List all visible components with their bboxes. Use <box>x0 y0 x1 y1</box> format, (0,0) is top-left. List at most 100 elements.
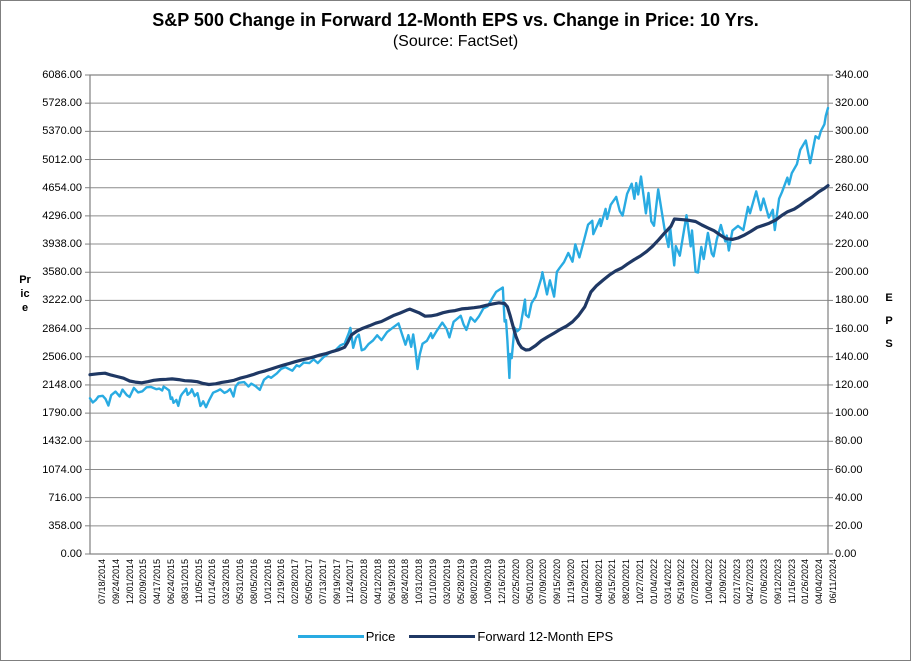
legend-label-eps: Forward 12-Month EPS <box>477 629 614 644</box>
x-axis-tick-label: 09/24/2014 <box>110 559 121 605</box>
x-axis-tick-label: 10/04/2022 <box>703 559 714 605</box>
left-axis-tick-label: 3938.00 <box>42 238 82 251</box>
x-axis-tick-label: 01/29/2021 <box>579 559 590 605</box>
x-axis-tick-label: 12/09/2022 <box>717 559 728 605</box>
right-axis-tick-label: 340.00 <box>835 69 869 81</box>
series-forward-12-month-eps <box>88 184 830 387</box>
eps-line-swatch <box>409 635 476 638</box>
x-axis-tick-label: 11/16/2023 <box>786 559 797 604</box>
right-axis-tick-label: 240.00 <box>835 209 869 222</box>
legend-label-price: Price <box>365 629 396 644</box>
x-axis-tick-label: 06/11/2024 <box>828 559 838 604</box>
left-axis-tick-label: 6086.00 <box>42 69 82 81</box>
x-axis-tick-label: 10/27/2021 <box>634 559 645 605</box>
left-axis-title: Price <box>19 274 31 314</box>
x-axis-tick-label: 10/31/2018 <box>414 559 425 605</box>
x-axis-tick-label: 11/24/2017 <box>345 559 356 604</box>
x-axis-tick-label: 10/12/2016 <box>262 559 273 605</box>
x-axis-tick-label: 07/28/2022 <box>690 559 701 605</box>
x-axis-tick-label: 02/25/2020 <box>510 559 521 605</box>
x-axis-tick-label: 01/10/2019 <box>428 559 438 605</box>
x-axis-tick-label: 06/24/2015 <box>166 559 176 605</box>
chart-subtitle: (Source: FactSet) <box>392 33 519 50</box>
x-axis-tick-label: 08/20/2021 <box>621 559 632 605</box>
left-axis-tick-label: 4296.00 <box>42 209 82 222</box>
right-axis-tick-label: 260.00 <box>835 181 869 194</box>
x-axis-tick-label: 02/28/2017 <box>290 559 301 605</box>
x-axis-tick-label: 03/14/2022 <box>662 559 673 605</box>
left-axis-tick-label: 3580.00 <box>42 266 82 279</box>
x-axis-tick-label: 07/13/2017 <box>317 559 328 605</box>
x-axis-tick-label: 02/17/2023 <box>731 559 742 605</box>
x-axis-tick-label: 04/08/2021 <box>593 559 604 605</box>
x-axis-tick-label: 10/09/2019 <box>483 559 494 605</box>
x-axis-tick-label: 04/27/2023 <box>745 559 756 605</box>
price-line-swatch <box>297 635 364 638</box>
legend-item-price: Price <box>297 629 396 644</box>
series-price <box>88 106 830 409</box>
x-axis-tick-label: 07/09/2020 <box>538 559 549 605</box>
right-axis-tick-label: 300.00 <box>835 125 869 138</box>
left-axis-tick-label: 716.00 <box>48 491 82 504</box>
x-axis-tick-label: 07/18/2014 <box>97 559 107 605</box>
x-axis-tick-label: 11/19/2020 <box>565 559 576 604</box>
x-axis-tick-label: 08/24/2018 <box>400 559 411 605</box>
x-axis-tick-label: 01/14/2016 <box>207 559 218 605</box>
right-axis-tick-label: 60.00 <box>835 463 863 476</box>
x-axis-tick-label: 09/12/2023 <box>772 559 783 605</box>
x-axis-tick-label: 01/26/2024 <box>800 559 811 605</box>
left-axis-tick-label: 2148.00 <box>42 378 82 391</box>
x-axis-tick-label: 08/05/2016 <box>248 559 259 605</box>
x-axis-tick-label: 11/05/2015 <box>193 559 204 604</box>
x-axis-tick-label: 03/20/2019 <box>441 559 452 605</box>
x-axis-tick-label: 02/09/2015 <box>138 559 149 605</box>
left-axis-tick-label: 1074.00 <box>42 463 82 476</box>
right-axis-tick-label: 80.00 <box>835 435 863 448</box>
right-axis-tick-label: 160.00 <box>835 322 869 335</box>
right-axis-tick-label: 100.00 <box>835 407 869 420</box>
right-axis-tick-label: 280.00 <box>835 153 869 166</box>
x-axis-tick-label: 05/28/2019 <box>455 559 466 605</box>
left-axis-tick-label: 5728.00 <box>42 97 82 110</box>
left-axis-tick-label: 5370.00 <box>42 125 82 138</box>
x-axis-tick-label: 03/23/2016 <box>221 559 232 605</box>
left-axis-tick-label: 1432.00 <box>42 435 82 448</box>
legend-item-eps: Forward 12-Month EPS <box>409 629 613 644</box>
left-axis-tick-label: 1790.00 <box>42 407 82 420</box>
right-axis-tick-label: 140.00 <box>835 350 869 363</box>
x-axis-tick-label: 05/31/2016 <box>234 559 245 605</box>
x-axis-tick-label: 12/19/2016 <box>276 559 287 605</box>
right-axis-tick-label: 220.00 <box>835 238 869 251</box>
x-axis-tick-label: 06/19/2018 <box>386 559 397 605</box>
x-axis-tick-label: 07/06/2023 <box>759 559 769 605</box>
x-axis-tick-label: 05/19/2022 <box>676 559 687 605</box>
x-axis-tick-label: 09/19/2017 <box>331 559 342 605</box>
x-axis-tick-label: 05/01/2020 <box>524 559 535 605</box>
x-axis-tick-label: 06/15/2021 <box>607 559 618 605</box>
left-axis-tick-label: 0.00 <box>60 548 82 560</box>
x-axis-tick-label: 01/04/2022 <box>648 559 659 605</box>
x-axis-tick-label: 08/02/2019 <box>469 559 480 605</box>
left-axis-tick-label: 2864.00 <box>42 322 82 335</box>
x-axis-tick-label: 05/05/2017 <box>303 559 314 605</box>
right-axis-tick-label: 180.00 <box>835 294 869 307</box>
right-axis-tick-label: 120.00 <box>835 378 869 391</box>
left-axis-tick-label: 358.00 <box>48 519 82 532</box>
left-axis-tick-label: 4654.00 <box>42 181 82 194</box>
x-axis-tick-label: 04/12/2018 <box>372 559 383 605</box>
left-axis-tick-label: 3222.00 <box>42 294 82 307</box>
x-axis-tick-label: 02/02/2018 <box>359 559 370 605</box>
x-axis-tick-label: 04/04/2024 <box>814 559 825 605</box>
right-axis-tick-label: 0.00 <box>835 548 857 560</box>
x-axis-tick-label: 08/31/2015 <box>179 559 190 605</box>
chart-title: S&P 500 Change in Forward 12-Month EPS v… <box>152 10 759 30</box>
x-axis-tick-label: 09/15/2020 <box>552 559 563 605</box>
x-axis-tick-label: 12/01/2014 <box>124 559 135 605</box>
right-axis-title: EPS <box>885 292 893 350</box>
legend: Price Forward 12-Month EPS <box>1 629 910 644</box>
right-axis-tick-label: 40.00 <box>835 491 863 504</box>
right-axis-tick-label: 20.00 <box>835 519 863 532</box>
x-axis-tick-label: 12/16/2019 <box>497 559 507 605</box>
